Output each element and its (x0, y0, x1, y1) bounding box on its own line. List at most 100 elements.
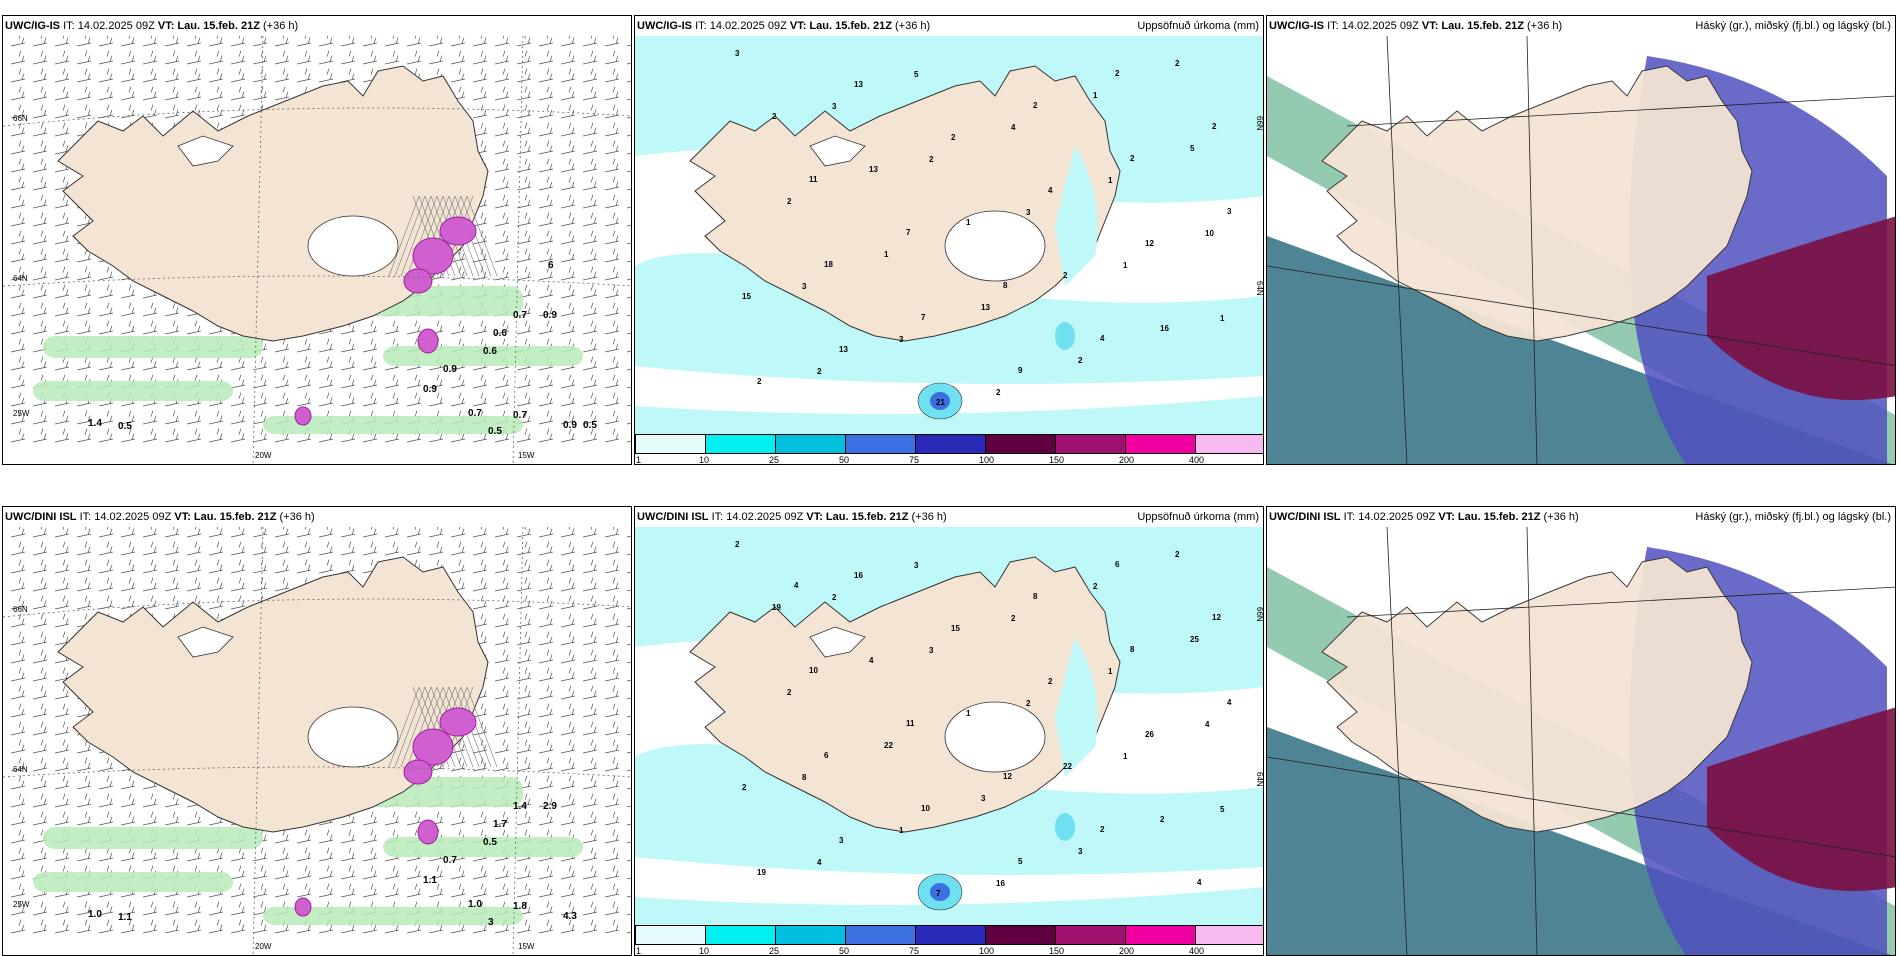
precip-value: 3 (914, 561, 919, 570)
valid-label: VT: (806, 511, 823, 523)
precip-value: 2 (929, 155, 934, 164)
precip-value: 16 (1160, 324, 1169, 333)
colorbar-tick: 1 (636, 455, 642, 465)
issue-time: IT: 14.02.2025 09Z (1327, 20, 1419, 32)
precip-value: 13 (981, 303, 990, 312)
map-panel-precip-1: UWC/DINI ISL IT: 14.02.2025 09Z VT: Lau.… (634, 506, 1264, 956)
valid-time: Lau. 15.feb. 21Z (177, 20, 260, 32)
grid-label: 66N (1255, 116, 1264, 131)
precip-value: 6 (1115, 560, 1120, 569)
precip-value: 1 (966, 709, 971, 718)
panel-header: UWC/DINI ISL IT: 14.02.2025 09Z VT: Lau.… (1269, 511, 1579, 523)
precip-value: 1 (1093, 91, 1098, 100)
precip-value: 8 (802, 773, 807, 782)
precip-value: 1 (1123, 752, 1128, 761)
precip-value: 4 (1197, 878, 1202, 887)
precip-value: 1 (899, 826, 904, 835)
colorbar-swatch (1195, 434, 1263, 454)
valid-time: Lau. 15.feb. 21Z (1457, 511, 1541, 523)
colorbar-tick: 150 (1049, 946, 1065, 956)
wind-value: 4.3 (563, 911, 577, 922)
precip-value: 25 (1190, 635, 1199, 644)
precip-value: 1 (1123, 261, 1128, 270)
precip-value: 2 (1115, 69, 1120, 78)
valid-time: Lau. 15.feb. 21Z (1441, 20, 1524, 32)
wind-value: 1.8 (513, 901, 527, 912)
model-name: UWC/DINI ISL (637, 511, 709, 523)
wind-value: 0.5 (118, 421, 132, 432)
precip-value: 4 (1227, 698, 1232, 707)
precip-value: 2 (1175, 59, 1180, 68)
colorbar-tick: 10 (699, 455, 710, 465)
issue-time: IT: 14.02.2025 09Z (695, 20, 787, 32)
colorbar-tick: 10 (699, 946, 710, 956)
panel-field-title: Háský (gr.), miðský (fj.bl.) og lágský (… (1695, 20, 1891, 32)
precip-value: 1 (1108, 667, 1113, 676)
colorbar-swatch (1125, 925, 1195, 945)
wind-value: 3 (488, 917, 494, 928)
precip-colorbar: 1 10 25 50 75 100 150 200 400 (635, 434, 1263, 465)
panel-header: UWC/DINI ISL IT: 14.02.2025 09Z VT: Lau.… (637, 511, 947, 523)
colorbar-swatch (1055, 925, 1125, 945)
colorbar-swatch (845, 925, 915, 945)
wind-value: 0.9 (563, 420, 577, 431)
precip-value: 2 (742, 783, 747, 792)
precip-value: 3 (1078, 847, 1083, 856)
wind-value: 6 (548, 260, 554, 271)
map-canvas (1267, 527, 1895, 955)
grid-label: 64N (13, 765, 28, 774)
grid-label: 20W (255, 451, 272, 460)
precip-value: 22 (1063, 762, 1072, 771)
precip-value: 11 (809, 175, 818, 184)
lead-time: (+36 h) (1543, 511, 1579, 523)
wind-value: 0.5 (583, 420, 597, 431)
precip-value: 11 (906, 719, 915, 728)
precip-value: 8 (1033, 592, 1038, 601)
map-panel-wind-0: UWC/IG-IS IT: 14.02.2025 09Z VT: Lau. 15… (2, 15, 632, 465)
wind-value: 0.7 (513, 410, 527, 421)
grid-label: 64N (1255, 772, 1264, 787)
wind-value: 0.9 (543, 310, 557, 321)
valid-label: VT: (1421, 20, 1439, 32)
model-name: UWC/IG-IS (637, 20, 692, 32)
precip-value: 2 (1026, 699, 1031, 708)
colorbar-tick: 50 (839, 455, 850, 465)
wind-value: 0.7 (513, 310, 527, 321)
precip-value: 7 (921, 313, 926, 322)
precip-value: 9 (1018, 366, 1023, 375)
precip-value: 2 (1175, 550, 1180, 559)
wind-value: 0.6 (493, 328, 507, 339)
colorbar-swatch (1195, 925, 1263, 945)
map-panel-cloud-1: UWC/DINI ISL IT: 14.02.2025 09Z VT: Lau.… (1266, 506, 1896, 956)
precip-value: 2 (787, 197, 792, 206)
issue-time: IT: 14.02.2025 09Z (63, 20, 155, 32)
precip-value: 4 (869, 656, 874, 665)
wind-value: 1.0 (468, 899, 482, 910)
grid-label: 25W (13, 900, 30, 909)
wind-value: 0.9 (423, 384, 437, 395)
panel-header: UWC/IG-IS IT: 14.02.2025 09Z VT: Lau. 15… (1269, 20, 1562, 32)
wind-value: 0.9 (443, 364, 457, 375)
panel-header: UWC/DINI ISL IT: 14.02.2025 09Z VT: Lau.… (5, 511, 315, 523)
valid-time: Lau. 15.feb. 21Z (193, 511, 277, 523)
precip-value: 3 (802, 282, 807, 291)
precip-value: 2 (817, 367, 822, 376)
precip-value: 2 (1160, 815, 1165, 824)
precip-value: 3 (929, 646, 934, 655)
colorbar-swatch (845, 434, 915, 454)
colorbar-tick: 400 (1189, 946, 1205, 956)
precip-value: 2 (1078, 356, 1083, 365)
wind-value: 0.7 (468, 408, 482, 419)
lead-time: (+36 h) (1527, 20, 1563, 32)
colorbar-tick: 25 (769, 946, 780, 956)
wind-value: 1.0 (88, 909, 102, 920)
precip-value: 16 (854, 571, 863, 580)
precip-value: 8 (1130, 645, 1135, 654)
valid-label: VT: (157, 20, 175, 32)
lead-time: (+36 h) (911, 511, 947, 523)
precip-value: 2 (832, 593, 837, 602)
colorbar-tick: 200 (1119, 455, 1135, 465)
precip-value: 1 (966, 218, 971, 227)
colorbar-swatch (1055, 434, 1125, 454)
precip-value: 3 (899, 335, 904, 344)
